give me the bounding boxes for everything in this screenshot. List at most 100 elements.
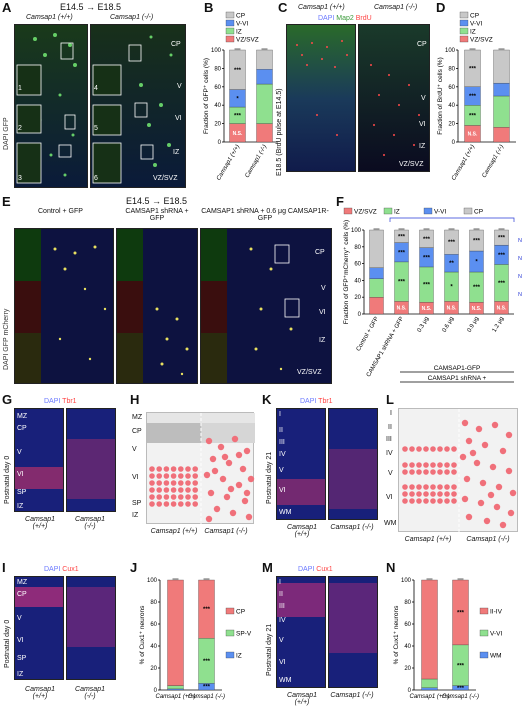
neuron-cell — [203, 471, 211, 479]
neuron-cell — [430, 484, 436, 490]
panel-h-layer-mz: MZ — [132, 414, 143, 421]
neuron-cell — [461, 495, 469, 503]
panel-m-wt-stain — [277, 577, 325, 687]
panel-i-side-label: Postnatal day 0 — [4, 619, 11, 668]
neuron-cell — [461, 419, 469, 427]
neuron-cell — [402, 498, 408, 504]
panel-g-layer-cp: CP — [17, 425, 27, 432]
panel-e-rescue-cells — [201, 229, 331, 383]
panel-c-wt-stain — [287, 25, 355, 171]
neuron-cell — [170, 473, 177, 479]
panel-e-layer-vi: VI — [319, 309, 326, 316]
significance-label: *** — [398, 280, 406, 286]
significance-label: *** — [234, 68, 242, 74]
panel-label-n: N — [386, 560, 396, 575]
panel-m-layer-iv: IV — [279, 617, 286, 624]
neuron-cell — [170, 487, 177, 493]
panel-l-layer-v: V — [388, 470, 393, 477]
panel-i-genotype-ko: Camsap1 (-/-) — [75, 686, 105, 700]
panel-a-genotype-wt: Camsap1 (+/+) — [26, 14, 73, 21]
neuron-cell — [213, 505, 221, 513]
significance-label: *** — [473, 285, 481, 291]
panel-label-d: D — [436, 0, 446, 15]
panel-e-group-3: CAMSAP1 shRNA + 0.6 μg CAMSAP1R-GFP — [201, 208, 329, 222]
neuron-cell — [507, 509, 515, 517]
legend-label: V-VI — [470, 21, 482, 28]
rescue-bracket-label: CAMSAP1-GFP — [434, 365, 481, 372]
y-tick-label: 40 — [354, 278, 361, 284]
neuron-cell — [192, 473, 198, 479]
panel-h-layer-cp: CP — [132, 428, 142, 435]
neuron-cell — [243, 447, 251, 455]
panel-i-layer-sp: SP — [17, 655, 27, 662]
panel-g-image-ko — [66, 408, 116, 512]
y-tick-label: 40 — [214, 103, 221, 109]
bar-segment-cp — [167, 579, 184, 686]
side-significance-label: N.S. — [518, 256, 522, 262]
neuron-cell — [479, 479, 487, 487]
legend-swatch — [459, 11, 469, 19]
category-label: Camsap1 (-/-) — [482, 144, 506, 179]
significance-label: *** — [457, 610, 465, 616]
panel-g-stain-dapi: DAPI — [44, 398, 61, 405]
legend-swatch — [225, 11, 235, 19]
panel-a-genotype-ko: Camsap1 (-/-) — [110, 14, 154, 21]
legend-label: CP — [470, 13, 479, 20]
panel-m-layer-vi: VI — [279, 659, 286, 666]
neuron-cell — [178, 494, 184, 500]
neuron-cell — [491, 421, 499, 429]
panel-k-layer-iii: III — [279, 439, 285, 446]
neuron-cell — [219, 475, 227, 483]
bar-segment-iz — [493, 95, 510, 128]
neuron-cell — [239, 465, 247, 473]
panel-k-layer-ii: II — [279, 427, 283, 434]
category-label: Camsap1 (-/-) — [245, 144, 269, 179]
cp-band-ko — [201, 423, 255, 443]
y-axis-label: Fraction of GFP⁺ cells (%) — [203, 58, 210, 134]
y-tick-label: 100 — [147, 578, 158, 584]
panel-m-layer-i: I — [279, 579, 281, 586]
panel-c-side-label: E18.5 (BrdU pulse at E14.5) — [276, 88, 283, 176]
neuron-cell — [156, 466, 162, 472]
panel-a-inset-4: 4 — [94, 85, 98, 92]
neuron-cell — [185, 466, 191, 472]
neuron-cell — [156, 487, 162, 493]
panel-e-group-1: Control + GFP — [38, 208, 83, 215]
neuron-cell — [207, 489, 215, 497]
category-label: Control + GFP — [356, 316, 380, 352]
neuron-cell — [156, 473, 162, 479]
panel-label-i: I — [2, 560, 6, 575]
neuron-cell — [416, 446, 422, 452]
panel-i-wt-stain — [15, 577, 63, 679]
bar-segment-cp — [419, 229, 434, 248]
neuron-cell — [178, 473, 184, 479]
panel-k-stain-dapi: DAPI — [300, 398, 317, 405]
panel-e-control-cells — [15, 229, 113, 383]
neuron-cell — [223, 493, 231, 501]
bar-segment-cp — [198, 579, 215, 639]
category-label: 0.6 μg — [442, 316, 456, 334]
neuron-cell — [473, 459, 481, 467]
significance-label: *** — [398, 234, 406, 240]
y-tick-label: 0 — [408, 688, 412, 694]
neuron-cell — [163, 480, 170, 486]
panel-a-ko-cells — [91, 25, 185, 187]
bar-segment-cp — [493, 49, 510, 84]
neuron-cell — [423, 484, 429, 490]
significance-label: *** — [423, 283, 431, 289]
panel-label-e: E — [2, 194, 11, 209]
panel-c-layer-v: V — [421, 95, 426, 102]
panel-e-image-shrna — [116, 228, 198, 384]
neuron-cell — [170, 494, 177, 500]
neuron-cell — [402, 462, 408, 468]
panel-c-stain-brdu: BrdU — [355, 15, 372, 22]
neuron-cell — [451, 446, 457, 452]
panel-c-layer-iz: IZ — [419, 143, 426, 150]
panel-g-layer-sp: SP — [17, 489, 27, 496]
y-tick-label: 40 — [448, 103, 455, 109]
category-label: Camsap1 (+/+) — [409, 694, 449, 700]
y-tick-label: 100 — [445, 48, 456, 54]
neuron-cell — [409, 462, 415, 468]
category-label: Camsap1 (+/+) — [216, 144, 241, 182]
panel-a-inset-6: 6 — [94, 175, 98, 182]
